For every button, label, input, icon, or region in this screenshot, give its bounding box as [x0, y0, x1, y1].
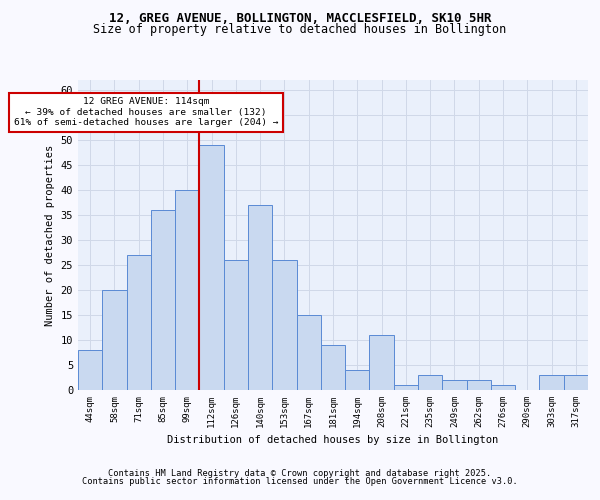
Bar: [418, 375, 442, 390]
Bar: [151, 210, 175, 390]
Bar: [248, 205, 272, 390]
X-axis label: Distribution of detached houses by size in Bollington: Distribution of detached houses by size …: [167, 436, 499, 446]
Text: Contains HM Land Registry data © Crown copyright and database right 2025.: Contains HM Land Registry data © Crown c…: [109, 468, 491, 477]
Text: 12 GREG AVENUE: 114sqm
← 39% of detached houses are smaller (132)
61% of semi-de: 12 GREG AVENUE: 114sqm ← 39% of detached…: [14, 98, 278, 128]
Bar: [127, 255, 151, 390]
Bar: [321, 345, 345, 390]
Bar: [539, 375, 564, 390]
Bar: [394, 385, 418, 390]
Bar: [224, 260, 248, 390]
Bar: [199, 145, 224, 390]
Y-axis label: Number of detached properties: Number of detached properties: [45, 144, 55, 326]
Bar: [491, 385, 515, 390]
Bar: [370, 335, 394, 390]
Bar: [102, 290, 127, 390]
Bar: [78, 350, 102, 390]
Text: Size of property relative to detached houses in Bollington: Size of property relative to detached ho…: [94, 22, 506, 36]
Text: 12, GREG AVENUE, BOLLINGTON, MACCLESFIELD, SK10 5HR: 12, GREG AVENUE, BOLLINGTON, MACCLESFIEL…: [109, 12, 491, 26]
Text: Contains public sector information licensed under the Open Government Licence v3: Contains public sector information licen…: [82, 477, 518, 486]
Bar: [272, 260, 296, 390]
Bar: [296, 315, 321, 390]
Bar: [442, 380, 467, 390]
Bar: [175, 190, 199, 390]
Bar: [467, 380, 491, 390]
Bar: [564, 375, 588, 390]
Bar: [345, 370, 370, 390]
